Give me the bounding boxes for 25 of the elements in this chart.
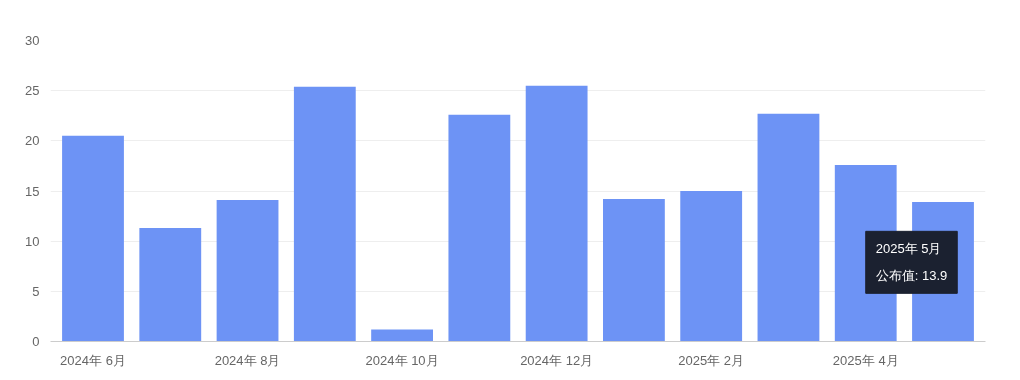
x-tick-label: 2024年 10月 xyxy=(365,352,439,368)
bar xyxy=(680,191,743,342)
x-tick-label: 2025年 2月 xyxy=(678,352,745,368)
y-tick-label: 25 xyxy=(25,83,40,99)
y-tick-label: 20 xyxy=(25,133,40,149)
y-tick-label: 10 xyxy=(25,233,40,249)
y-tick-label: 5 xyxy=(32,283,40,299)
x-tick-label: 2025年 4月 xyxy=(832,352,899,368)
bar xyxy=(525,85,588,342)
y-tick-label: 0 xyxy=(32,334,40,349)
x-tick-label: 2024年 8月 xyxy=(214,352,281,368)
x-tick-label: 2024年 6月 xyxy=(60,352,126,368)
x-tick-label: 2024年 12月 xyxy=(520,352,594,368)
bar xyxy=(139,228,202,342)
bar xyxy=(62,135,124,342)
y-tick-label: 15 xyxy=(25,183,40,199)
bar xyxy=(603,199,665,342)
annotation: 公布值: 13.9 xyxy=(875,268,948,284)
bar xyxy=(448,114,511,342)
bar xyxy=(293,86,356,342)
bar xyxy=(371,329,433,342)
bar xyxy=(757,113,820,342)
y-tick-label: 30 xyxy=(25,33,40,48)
annotation: 2025年 5月 xyxy=(875,241,942,257)
bar xyxy=(216,200,279,342)
